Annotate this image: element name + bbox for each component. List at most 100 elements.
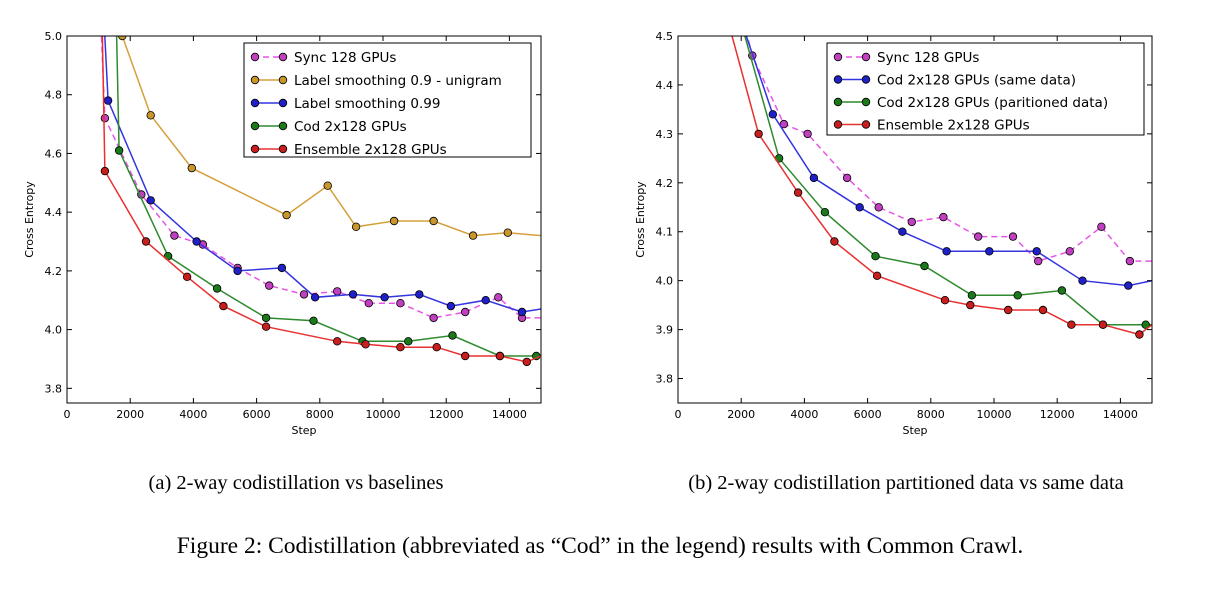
x-tick-label-b-5: 10000 <box>977 408 1012 421</box>
legend-marker-a-4-0 <box>250 144 260 154</box>
x-axis-label-a: Step <box>291 424 316 437</box>
data-point-a-2-11 <box>481 296 490 305</box>
data-point-a-2-6 <box>310 293 320 302</box>
legend-marker-a-0-1 <box>278 52 288 62</box>
data-point-b-3-4 <box>872 271 882 280</box>
data-point-a-2-7 <box>348 290 358 299</box>
data-point-a-0-9 <box>364 299 373 308</box>
data-point-a-4-2 <box>141 237 151 246</box>
y-tick-label-a-4: 4.6 <box>45 147 63 160</box>
y-tick-label-b-7: 4.5 <box>656 30 674 43</box>
data-point-a-2-1 <box>103 96 113 105</box>
legend-b <box>826 42 1145 136</box>
y-tick-label-a-2: 4.2 <box>45 265 63 278</box>
x-tick-label-b-3: 6000 <box>854 408 882 421</box>
data-point-a-1-4 <box>282 210 291 220</box>
series-line-a-0 <box>100 36 541 319</box>
legend-marker-b-0-0 <box>833 52 843 62</box>
data-point-b-3-10 <box>1098 320 1108 329</box>
data-point-b-2-7 <box>1057 286 1067 295</box>
x-tick-label-b-1: 2000 <box>727 408 755 421</box>
data-point-b-3-11 <box>1135 330 1144 339</box>
x-tick-label-a-1: 2000 <box>116 408 144 421</box>
data-point-b-2-2 <box>820 207 830 217</box>
data-point-a-4-8 <box>396 343 405 352</box>
data-point-a-1-2 <box>146 111 155 120</box>
data-point-b-3-2 <box>793 188 803 197</box>
legend-label-b-1: Cod 2x128 GPUs (same data) <box>877 73 1076 89</box>
legend-marker-b-2-1 <box>861 97 871 107</box>
data-point-a-2-9 <box>415 290 424 299</box>
legend-label-b-2: Cod 2x128 GPUs (paritioned data) <box>877 95 1108 111</box>
data-point-a-4-4 <box>219 301 228 311</box>
x-tick-label-b-7: 14000 <box>1103 408 1138 421</box>
data-point-a-0-8 <box>333 287 342 296</box>
y-tick-label-a-5: 4.8 <box>45 89 63 102</box>
data-point-b-1-4 <box>898 227 907 236</box>
data-point-a-4-10 <box>461 351 470 361</box>
data-point-a-1-7 <box>389 216 399 226</box>
legend-marker-b-1-1 <box>861 75 871 84</box>
data-point-a-3-5 <box>309 316 318 325</box>
legend-label-b-0: Sync 128 GPUs <box>877 50 979 66</box>
data-point-b-3-6 <box>966 300 975 310</box>
data-point-a-1-5 <box>323 181 332 190</box>
legend-label-a-3: Cod 2x128 GPUs <box>294 119 407 135</box>
legend-marker-a-2-1 <box>278 98 288 108</box>
data-point-a-0-12 <box>461 307 470 317</box>
legend-marker-a-1-1 <box>278 75 288 85</box>
legend-marker-a-0-0 <box>250 52 260 62</box>
data-point-a-0-10 <box>396 299 405 308</box>
subcaption-b: (b) 2-way codistillation partitioned dat… <box>688 472 1124 494</box>
data-point-b-3-5 <box>940 296 950 305</box>
series-group-a <box>100 36 541 367</box>
data-point-b-2-4 <box>920 261 929 271</box>
legend-marker-a-2-0 <box>250 98 260 108</box>
data-point-a-4-9 <box>432 343 441 352</box>
y-axis-label-b: Cross Entropy <box>634 181 647 258</box>
data-point-a-1-10 <box>503 228 512 237</box>
data-point-b-0-11 <box>1065 247 1074 256</box>
y-tick-label-b-2: 4.0 <box>656 275 674 288</box>
y-tick-label-b-4: 4.2 <box>656 177 674 190</box>
x-tick-label-a-6: 12000 <box>429 408 464 421</box>
data-point-b-0-10 <box>1033 256 1043 266</box>
data-point-a-0-11 <box>429 313 438 323</box>
x-tick-label-b-0: 0 <box>675 408 682 421</box>
series-line-a-3 <box>115 36 541 357</box>
series-line-a-1 <box>121 36 541 237</box>
data-point-b-0-12 <box>1097 222 1106 231</box>
data-point-b-3-8 <box>1038 305 1048 315</box>
data-point-b-2-6 <box>1013 291 1022 300</box>
y-axis-label-a: Cross Entropy <box>23 181 36 258</box>
legend-label-a-4: Ensemble 2x128 GPUs <box>294 142 447 158</box>
data-point-b-0-5 <box>874 203 883 212</box>
series-line-a-4 <box>101 36 541 363</box>
data-point-a-1-6 <box>351 222 361 231</box>
data-point-b-1-6 <box>985 247 994 256</box>
data-point-a-2-2 <box>146 196 155 205</box>
data-point-b-0-3 <box>803 129 812 139</box>
y-tick-label-b-1: 3.9 <box>656 324 674 337</box>
legend-marker-b-3-1 <box>861 120 871 129</box>
data-point-a-2-12 <box>517 307 527 317</box>
data-point-a-2-8 <box>380 293 389 302</box>
data-point-b-2-3 <box>871 252 880 261</box>
legend-marker-a-4-1 <box>278 144 288 154</box>
data-point-b-0-9 <box>1008 232 1018 241</box>
legend-label-a-1: Label smoothing 0.9 - unigram <box>294 73 502 89</box>
data-point-a-0-13 <box>494 293 503 302</box>
x-tick-label-a-2: 4000 <box>179 408 207 421</box>
chart-b: 0 2000 4000 6000 8000 10000 12000 14000 3.8 3.9 4.… <box>634 30 1153 437</box>
data-point-b-0-4 <box>842 173 852 183</box>
data-point-b-2-9 <box>1141 320 1150 329</box>
series-line-a-2 <box>104 36 541 313</box>
x-tick-label-b-4: 8000 <box>917 408 945 421</box>
data-point-a-3-4 <box>261 313 271 323</box>
data-point-a-4-12 <box>522 357 531 367</box>
data-point-a-2-3 <box>192 237 201 246</box>
data-point-a-0-7 <box>299 290 309 299</box>
data-point-a-4-3 <box>182 272 192 281</box>
data-point-a-2-5 <box>277 263 287 273</box>
data-point-b-0-13 <box>1125 256 1135 266</box>
